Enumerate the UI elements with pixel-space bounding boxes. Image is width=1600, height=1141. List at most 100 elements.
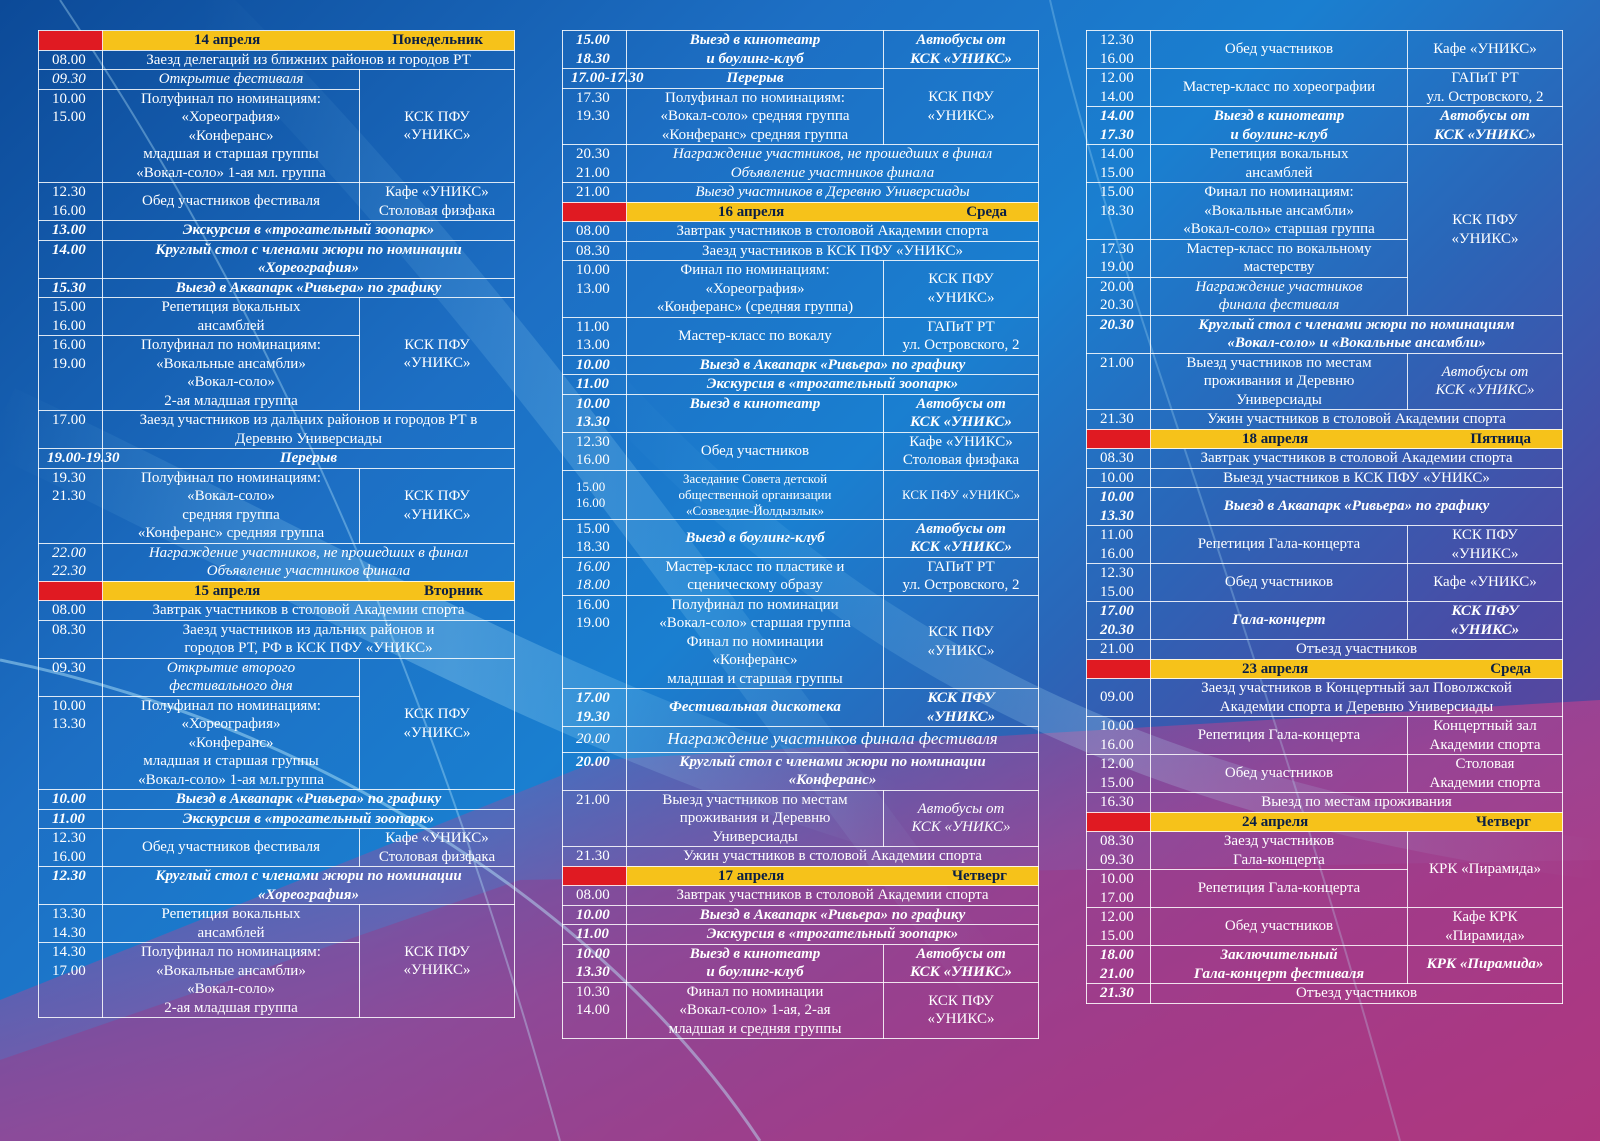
event-title: Финал по номинации «Вокал-соло» 1-ая, 2-… xyxy=(626,981,884,1039)
table-row: 08.30 Заезд участников в КСК ПФУ «УНИКС» xyxy=(562,240,1039,261)
event-title: Завтрак участников в столовой Академии с… xyxy=(626,885,1039,906)
table-row: 08.30 Заезд участников из дальних районов… xyxy=(38,619,515,659)
event-time: 10.00 xyxy=(562,354,627,375)
event-place: КСК ПФУ «УНИКС» xyxy=(359,657,515,790)
table-row: 08.30 Завтрак участников в столовой Акаде… xyxy=(1086,448,1563,469)
event-time: 20.00 xyxy=(562,726,627,753)
event-time: 15.00 16.00 xyxy=(562,469,627,520)
event-title: Заезд участников из дальних районов и го… xyxy=(102,619,515,659)
event-time: 21.00 xyxy=(1086,352,1151,410)
event-title: Экскурсия в «трогательный зоопарк» xyxy=(626,374,1039,395)
event-title: Экскурсия в «трогательный зоопарк» xyxy=(626,924,1039,945)
event-place: Автобусы от КСК «УНИКС» xyxy=(883,30,1039,69)
table-row: 12.30 16.00 Обед участников Кафе «УНИКС» С… xyxy=(562,431,1039,471)
event-time: 20.30 21.00 xyxy=(562,144,627,183)
event-time: 10.00 17.00 xyxy=(1086,869,1151,908)
schedule-column-3: 12.30 16.00 Обед участников Кафе «УНИКС» 1… xyxy=(1086,30,1563,1004)
schedule-table: 14 апреля Понедельник 08.00 Заезд делегаци… xyxy=(38,30,515,1018)
event-title: Ужин участников в столовой Академии спор… xyxy=(1150,409,1563,430)
table-row: 20.30 Круглый стол с членами жюри по номи… xyxy=(1086,314,1563,354)
event-time: 10.00 13.30 xyxy=(38,695,103,790)
event-time: 08.00 xyxy=(38,49,103,70)
event-time: 09.00 xyxy=(1086,678,1151,717)
day-marker xyxy=(562,201,627,222)
day-date: 17 апреля xyxy=(718,867,785,884)
day-marker xyxy=(38,580,103,601)
table-row: 10.00 13.00 Финал по номинациям: «Хореогр… xyxy=(562,260,1039,318)
table-row: 21.00 Выезд участников в Деревню Универси… xyxy=(562,182,1039,203)
event-time: 14.00 15.00 xyxy=(1086,144,1151,183)
event-title: Обед участников xyxy=(1150,30,1408,69)
event-time: 12.00 15.00 xyxy=(1086,907,1151,946)
event-title: Полуфинал по номинации «Вокал-соло» стар… xyxy=(626,594,884,689)
day-weekday: Среда xyxy=(966,203,1007,220)
event-time: 12.30 16.00 xyxy=(1086,30,1151,69)
table-row: 21.30 Ужин участников в столовой Академии… xyxy=(562,846,1039,867)
event-place: КСК ПФУ «УНИКС» xyxy=(359,69,515,183)
event-title: Экскурсия в «трогательный зоопарк» xyxy=(102,808,515,829)
event-title: Награждение участников, не прошедших в ф… xyxy=(626,144,1039,183)
event-place: Автобусы от КСК «УНИКС» xyxy=(883,789,1039,847)
table-row: 09.30 Открытие фестиваля КСК ПФУ «УНИКС» xyxy=(38,69,515,183)
day-date: 23 апреля xyxy=(1242,660,1309,677)
table-row: 21.30 Ужин участников в столовой Академии… xyxy=(1086,409,1563,430)
event-place: ГАПиТ РТ ул. Островского, 2 xyxy=(883,556,1039,596)
table-row: 21.00 Выезд участников по местам проживан… xyxy=(1086,352,1563,410)
event-title: Завтрак участников в столовой Академии с… xyxy=(626,221,1039,242)
event-title: Круглый стол с членами жюри по номинации… xyxy=(626,751,1039,791)
table-row: 12.30 15.00 Обед участников Кафе «УНИКС» xyxy=(1086,563,1563,602)
table-row: 09.00 Заезд участников в Концертный зал П… xyxy=(1086,678,1563,717)
event-time: 15.00 18.30 xyxy=(562,518,627,558)
table-row: 08.30 09.30 Заезд участников Гала-концерт… xyxy=(1086,831,1563,908)
event-place: КСК ПФУ «УНИКС» xyxy=(1407,601,1563,640)
event-place: Автобусы от КСК «УНИКС» xyxy=(883,943,1039,983)
event-title: Выезд в Аквапарк «Ривьера» по графику xyxy=(102,277,515,298)
event-title: Мастер-класс по хореографии xyxy=(1150,68,1408,107)
schedule-column-2: 15.00 18.30 Выезд в кинотеатр и боулинг-к… xyxy=(562,30,1039,1039)
event-title: Награждение участников финала фестиваля xyxy=(1150,276,1408,316)
event-time: 21.00 xyxy=(1086,639,1151,660)
table-row: 11.00 Экскурсия в «трогательный зоопарк» xyxy=(562,924,1039,945)
event-title: Мастер-класс по вокалу xyxy=(626,316,884,356)
table-row: 12.00 15.00 Обед участников Кафе КРК «Пира… xyxy=(1086,907,1563,946)
event-time: 20.30 xyxy=(1086,314,1151,354)
table-row: 21.00 Выезд участников по местам проживан… xyxy=(562,789,1039,847)
event-time: 14.00 17.30 xyxy=(1086,106,1151,145)
event-time: 16.00 19.00 xyxy=(562,594,627,689)
table-row: 17.30 19.30 Полуфинал по номинациям: «Вок… xyxy=(562,87,1039,145)
event-title: Открытие второго фестивального дня xyxy=(102,657,360,697)
event-title: Мастер-класс по вокальному мастерству xyxy=(1150,238,1408,278)
event-time: 15.00 16.00 xyxy=(38,297,103,336)
table-row: 11.00 16.00 Репетиция Гала-концерта КСК ПФ… xyxy=(1086,525,1563,564)
event-title: Выезд в Аквапарк «Ривьера» по графику xyxy=(1150,487,1563,526)
event-place: КСК ПФУ «УНИКС» xyxy=(883,469,1039,520)
day-header-24-april: 24 апреля Четверг xyxy=(1086,811,1563,832)
table-row: 12.30 16.00 Обед участников фестиваля Кафе… xyxy=(38,828,515,867)
event-time: 12.30 xyxy=(38,866,103,905)
event-place: Кафе «УНИКС» Столовая физфака xyxy=(359,828,515,867)
table-row: 17.00-17.30 Перерыв КСК ПФУ «УНИКС» xyxy=(562,68,1039,145)
event-time: 12.00 15.00 xyxy=(1086,754,1151,793)
table-row: 08.00 Завтрак участников в столовой Акаде… xyxy=(562,885,1039,906)
event-time: 12.30 16.00 xyxy=(562,431,627,471)
table-row: 20.00 Круглый стол с членами жюри по номи… xyxy=(562,751,1039,791)
event-place: Кафе «УНИКС» xyxy=(1407,563,1563,602)
table-row: 17.00 19.30 Фестивальная дискотека КСК ПФУ… xyxy=(562,688,1039,727)
table-row: 17.00 Заезд участников из дальних районов… xyxy=(38,410,515,449)
event-place: Кафе КРК «Пирамида» xyxy=(1407,907,1563,946)
table-row: 13.30 14.30 Репетиция вокальных ансамблей… xyxy=(38,904,515,1018)
table-row: 18.00 21.00 Заключительный Гала-концерт ф… xyxy=(1086,945,1563,984)
table-row: 21.00 Отъезд участников xyxy=(1086,639,1563,660)
table-row: 10.00 13.30 Полуфинал по номинациям: «Хор… xyxy=(38,695,515,790)
event-title: Ужин участников в столовой Академии спор… xyxy=(626,846,1039,867)
event-title: Выезд в кинотеатр xyxy=(626,393,884,433)
event-title: Перерыв xyxy=(626,68,884,89)
event-title: Гала-концерт xyxy=(1150,601,1408,640)
event-title: Репетиция Гала-концерта xyxy=(1150,525,1408,564)
event-time: 10.00 13.30 xyxy=(562,943,627,983)
table-row: 16.00 19.00 Полуфинал по номинациям: «Вок… xyxy=(38,335,515,411)
day-date: 18 апреля xyxy=(1242,430,1309,447)
event-time: 21.30 xyxy=(562,846,627,867)
day-weekday: Вторник xyxy=(424,582,483,599)
schedule-column-1: 14 апреля Понедельник 08.00 Заезд делегаци… xyxy=(38,30,515,1018)
